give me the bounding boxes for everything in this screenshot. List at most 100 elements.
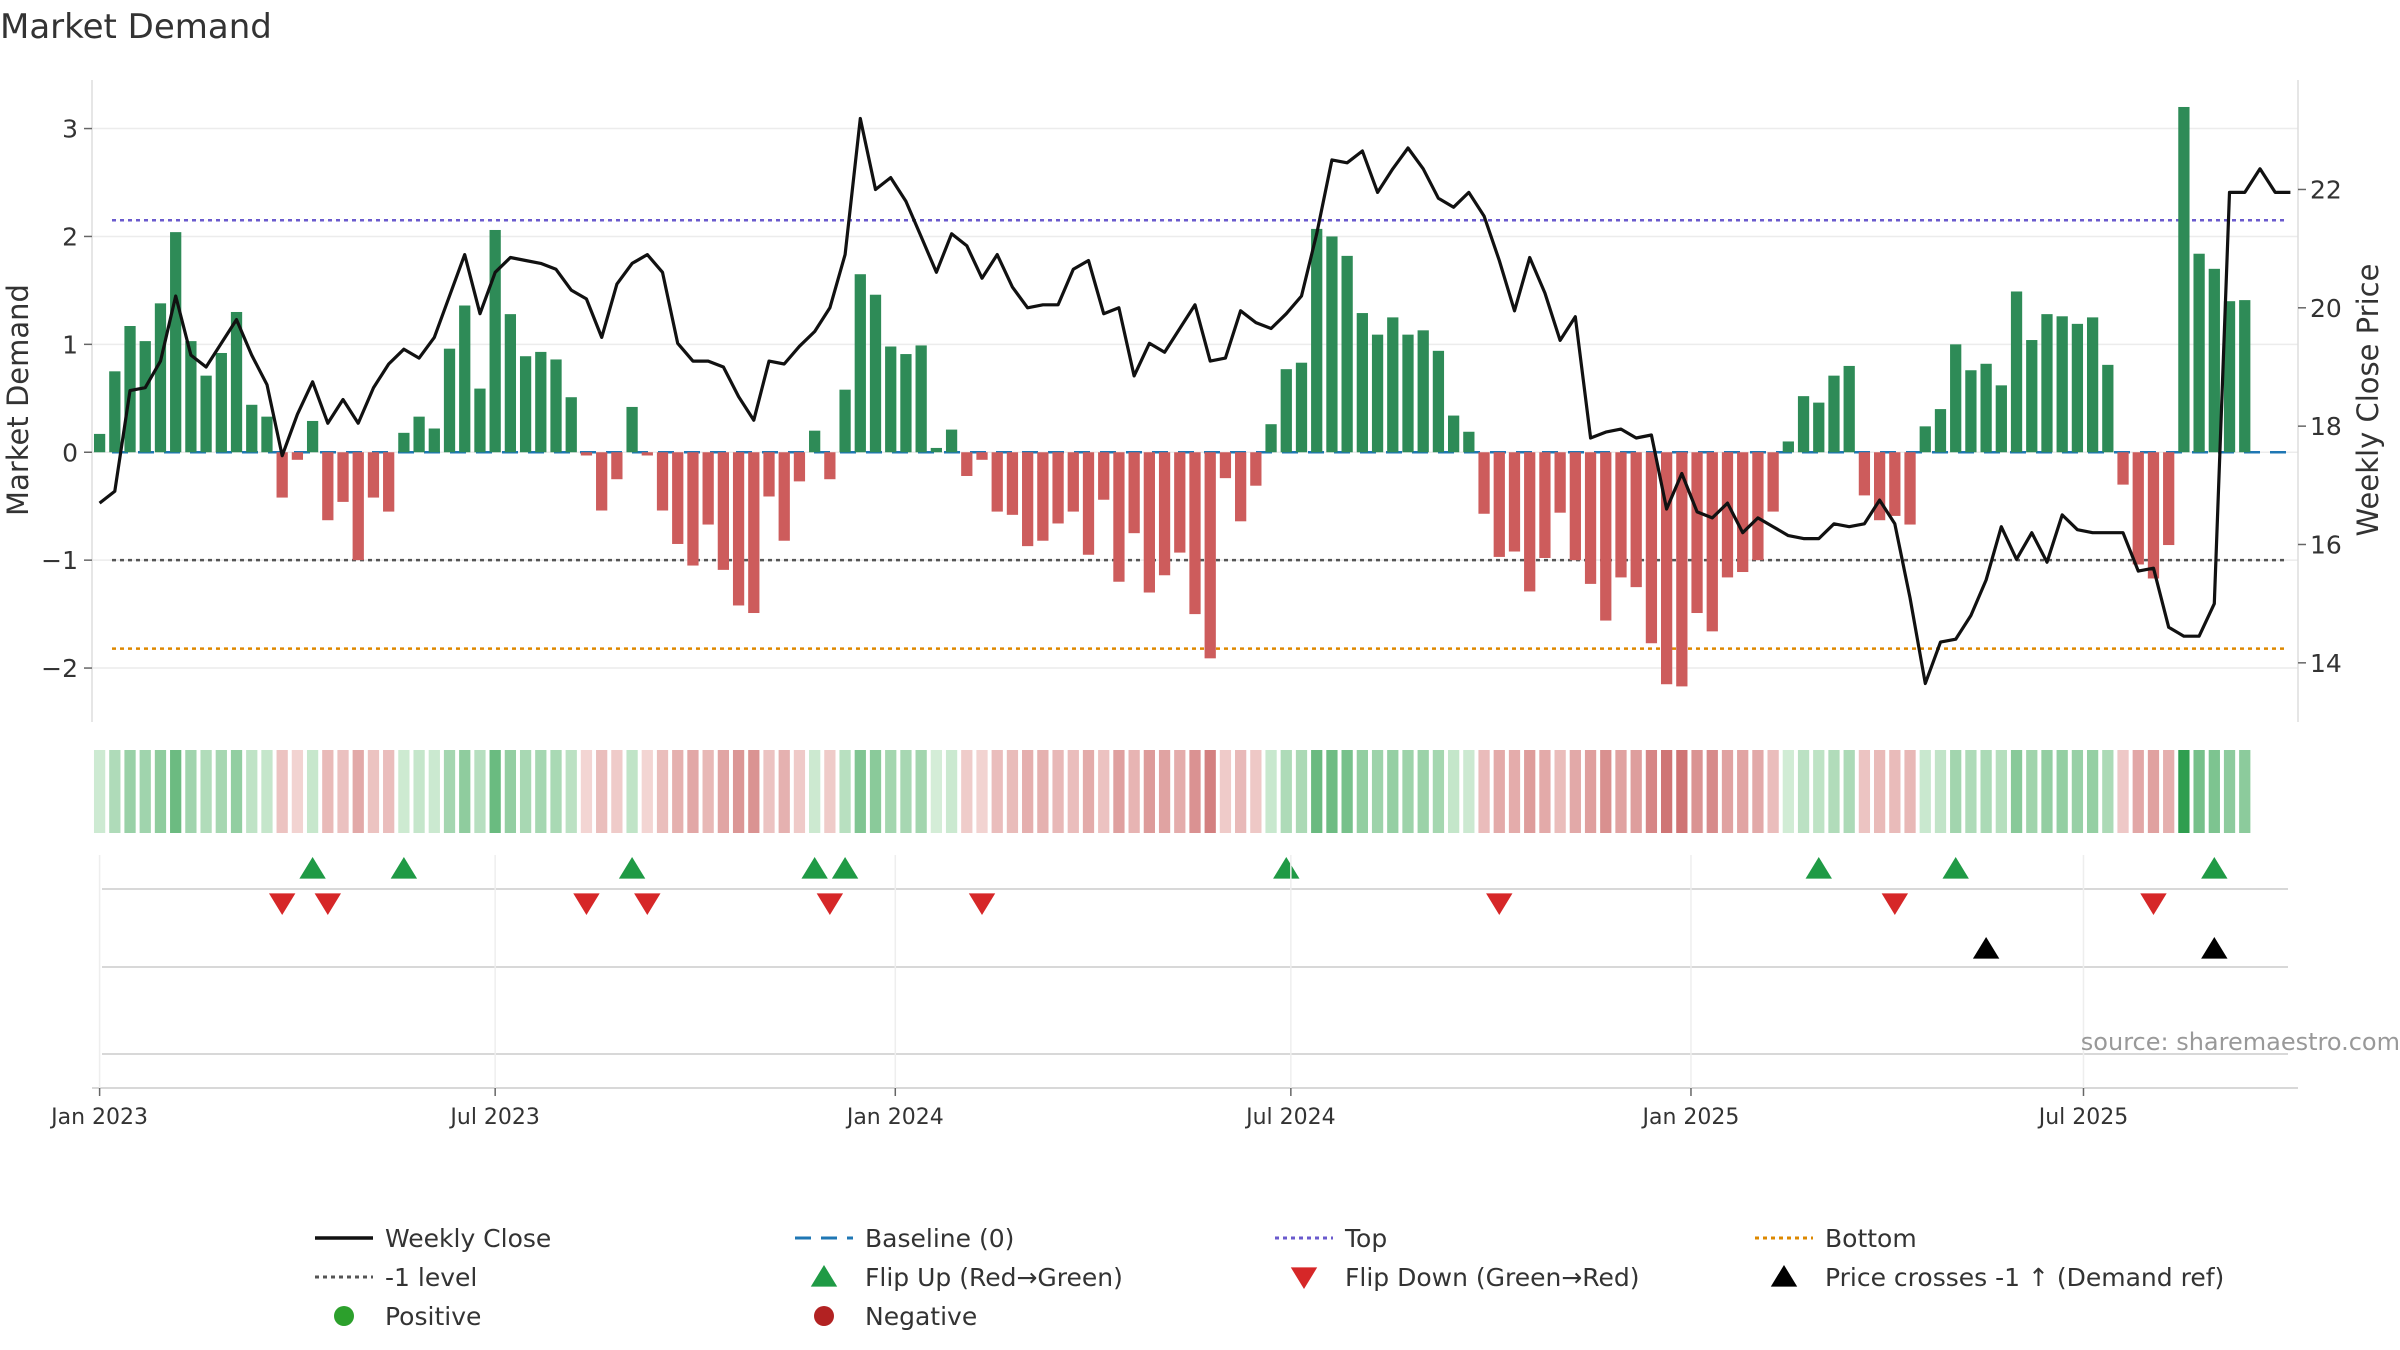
demand-bar [1965, 370, 1977, 453]
chart-title: Market Demand [0, 7, 272, 47]
demand-bar [1280, 369, 1292, 453]
heat-cell [991, 750, 1003, 833]
demand-bar [1858, 452, 1871, 496]
heat-cell [154, 750, 167, 833]
heat-cell [1387, 750, 1399, 833]
heat-cell [1828, 750, 1840, 833]
heat-cell [1341, 750, 1353, 833]
heat-cell [2041, 750, 2053, 833]
demand-bar [672, 452, 684, 544]
demand-bar [352, 452, 364, 561]
heat-cell [337, 750, 349, 833]
demand-bar [1371, 334, 1384, 453]
heat-cell [1432, 750, 1445, 833]
heat-cell [2026, 750, 2038, 833]
heat-cell [793, 750, 806, 833]
demand-bar [1645, 452, 1658, 644]
heat-cell [1508, 750, 1521, 833]
demand-bar [991, 452, 1003, 512]
demand-bar [474, 388, 486, 453]
left-axis: 3 2 1 0 −1 −2 [41, 115, 92, 683]
demand-bar [2102, 364, 2114, 453]
heat-cell [1067, 750, 1079, 833]
x-tick-label: Jul 2023 [448, 1105, 540, 1130]
heat-cell [1082, 750, 1095, 833]
legend-label: Weekly Close [385, 1224, 551, 1253]
flip-down-marker [314, 893, 342, 915]
demand-bar [1067, 452, 1079, 512]
left-tick-label: −1 [41, 546, 78, 575]
legend-item: Price crosses -1 ↑ (Demand ref) [1770, 1263, 2224, 1292]
demand-bar [1554, 452, 1566, 513]
heat-cell [2132, 750, 2144, 833]
demand-bar [2132, 452, 2144, 565]
legend-label: Flip Up (Red→Green) [865, 1263, 1123, 1292]
demand-bar [261, 416, 273, 453]
heat-cell [109, 750, 121, 833]
demand-bar [1919, 426, 1931, 453]
demand-bar [322, 452, 334, 521]
heat-cell [1478, 750, 1490, 833]
heat-cell [702, 750, 714, 833]
legend-label: Baseline (0) [865, 1224, 1014, 1253]
demand-bar [854, 274, 866, 453]
flip-down-marker [1881, 893, 1909, 915]
legend-swatch [1290, 1267, 1318, 1289]
flip-down-marker [2140, 893, 2167, 915]
heat-cell [398, 750, 410, 833]
demand-bar [1235, 452, 1247, 522]
heat-cell [1676, 750, 1688, 833]
heat-cell [809, 750, 821, 833]
source-label: source: sharemaestro.com [2081, 1028, 2400, 1056]
demand-bar [1660, 452, 1673, 685]
demand-bar [215, 352, 227, 453]
left-tick-label: 0 [62, 438, 78, 467]
heat-cell [93, 750, 106, 833]
flip-up-marker [1805, 857, 1832, 879]
heat-cell [1295, 750, 1308, 833]
right-tick-label: 20 [2310, 294, 2342, 323]
heat-cell [1889, 750, 1901, 833]
demand-bar [1295, 362, 1308, 453]
demand-bar [2208, 268, 2220, 453]
demand-bar [109, 371, 121, 453]
heat-cell [1158, 750, 1171, 833]
demand-bar [809, 430, 821, 453]
demand-bar [763, 452, 775, 497]
legend-item: -1 level [315, 1263, 477, 1292]
left-tick-label: −2 [41, 654, 78, 683]
demand-bar [565, 397, 577, 453]
demand-bar [170, 232, 182, 453]
demand-bar [2239, 300, 2251, 453]
heat-cell [489, 750, 501, 833]
heat-cell [428, 750, 440, 833]
demand-bar [1934, 409, 1947, 453]
demand-bar [1828, 375, 1840, 453]
heat-cell [611, 750, 623, 833]
heat-cell [1524, 750, 1536, 833]
demand-bar [535, 351, 547, 453]
demand-bar [945, 429, 958, 453]
demand-bar [1006, 452, 1019, 515]
right-tick-label: 14 [2310, 649, 2342, 678]
heat-cell [1113, 750, 1125, 833]
heat-cell [945, 750, 958, 833]
heat-cell [1813, 750, 1825, 833]
demand-bar [1265, 424, 1277, 453]
demand-bar [1813, 402, 1825, 453]
y-axis-label-right: Weekly Close Price [2351, 264, 2385, 537]
heat-cell [687, 750, 699, 833]
heat-cell [626, 750, 638, 833]
demand-bar [2147, 452, 2160, 579]
demand-bar [246, 404, 258, 453]
heat-cell [246, 750, 258, 833]
heat-cell [1904, 750, 1916, 833]
heat-cell [1280, 750, 1292, 833]
price-cross-marker [2201, 937, 2228, 959]
heat-cell [261, 750, 273, 833]
demand-bar [1904, 452, 1916, 525]
legend-swatch [810, 1265, 838, 1287]
demand-bar [139, 341, 151, 453]
demand-bar [1493, 452, 1505, 557]
demand-bar [1463, 431, 1475, 453]
